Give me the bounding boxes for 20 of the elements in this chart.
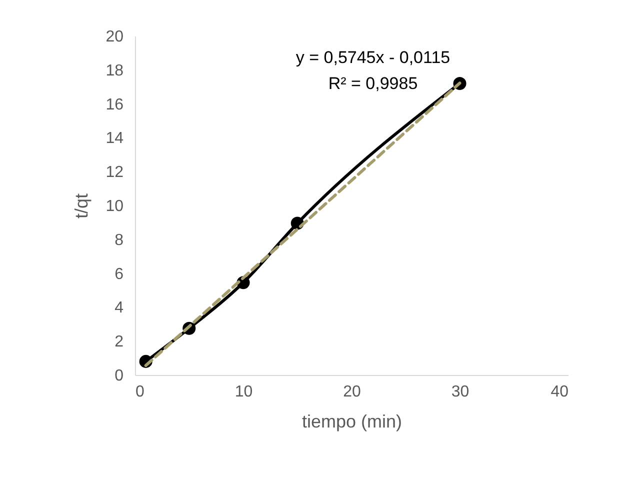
y-tick-label: 4 bbox=[114, 300, 124, 317]
y-tick-label: 20 bbox=[106, 28, 124, 46]
x-tick-label: 40 bbox=[550, 384, 569, 400]
y-tick-label: 14 bbox=[106, 130, 124, 148]
y-tick-label: 8 bbox=[114, 232, 124, 249]
y-tick-label: 12 bbox=[106, 164, 124, 182]
x-tick-label: 10 bbox=[234, 384, 253, 400]
y-tick-label: 16 bbox=[106, 96, 124, 114]
y-tick-label: 2 bbox=[114, 334, 124, 351]
x-axis-title: tiempo (min) bbox=[302, 412, 402, 432]
y-tick-label: 0 bbox=[114, 368, 124, 384]
y-axis-title: t/qt bbox=[72, 193, 92, 219]
y-tick-label: 18 bbox=[106, 62, 124, 80]
annotation: y = 0,5745x - 0,0115 bbox=[296, 48, 450, 67]
x-tick-label: 20 bbox=[343, 384, 361, 400]
annotation: R² = 0,9985 bbox=[328, 74, 418, 93]
x-tick-label: 0 bbox=[136, 384, 144, 400]
y-tick-label: 6 bbox=[114, 266, 124, 283]
y-tick-label: 10 bbox=[106, 198, 124, 215]
x-tick-label: 30 bbox=[451, 384, 470, 400]
